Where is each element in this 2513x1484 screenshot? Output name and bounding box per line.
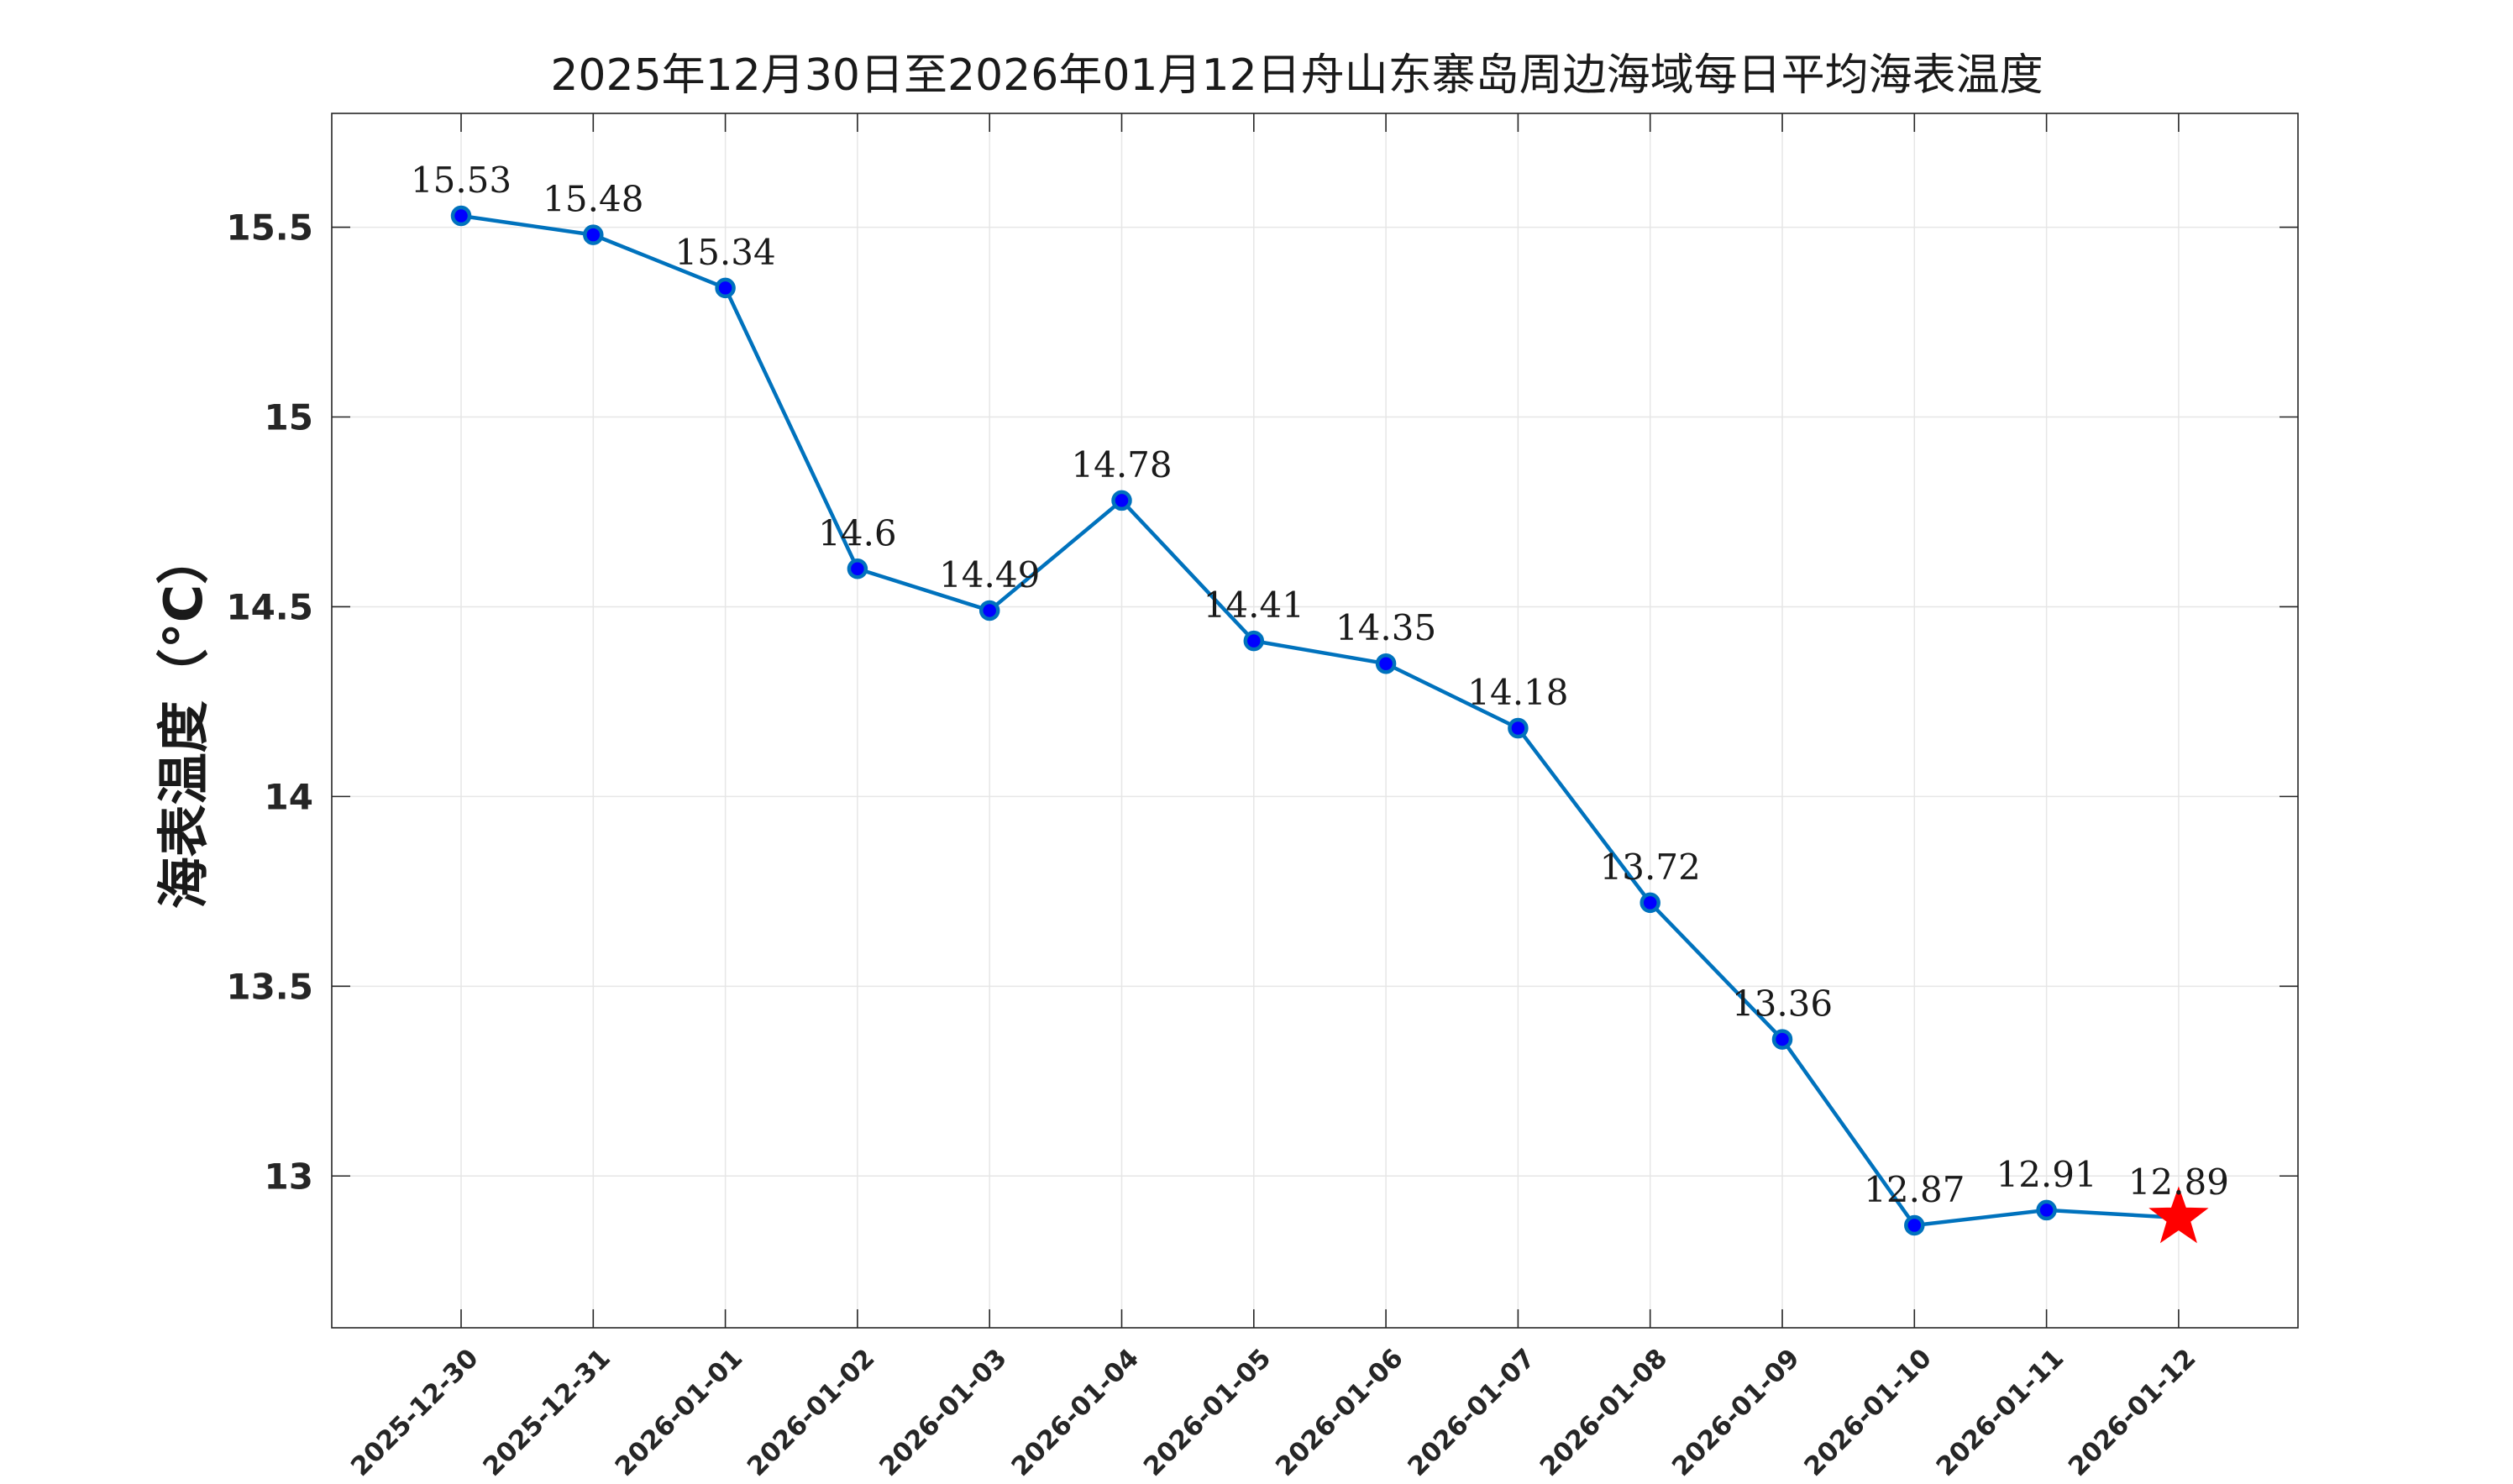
- highlight-star-marker: [2148, 1186, 2209, 1244]
- data-label: 12.87: [1864, 1169, 1965, 1210]
- data-label: 15.48: [543, 179, 643, 220]
- data-label: 14.41: [1204, 585, 1304, 626]
- x-tick-label: 2025-12-31: [477, 1343, 616, 1482]
- data-label: 13.36: [1732, 983, 1833, 1025]
- x-tick-label: 2025-12-30: [345, 1343, 485, 1482]
- grid: [332, 113, 2298, 1328]
- y-axis-label: 海表温度（°C）: [153, 532, 214, 910]
- series-line: [460, 213, 2180, 1228]
- data-point: [1904, 1214, 1925, 1236]
- data-point: [1243, 630, 1265, 652]
- data-label: 14.18: [1467, 672, 1568, 713]
- x-tick-label: 2026-01-03: [874, 1343, 1013, 1482]
- data-point: [1639, 892, 1660, 914]
- plot-area: [331, 113, 2299, 1329]
- x-tick-label: 2026-01-12: [2063, 1343, 2202, 1482]
- y-tick-label: 14.5: [226, 586, 313, 627]
- x-tick-label: 2026-01-09: [1666, 1343, 1806, 1482]
- x-tick-label: 2026-01-11: [1931, 1343, 2070, 1482]
- x-tick-label: 2026-01-07: [1402, 1343, 1541, 1482]
- data-point: [1111, 490, 1132, 511]
- data-point: [978, 600, 1000, 621]
- data-label: 14.78: [1071, 444, 1172, 485]
- data-label: 13.72: [1600, 847, 1701, 888]
- data-point: [2036, 1199, 2057, 1221]
- data-label: 12.91: [1996, 1154, 2096, 1195]
- data-point: [583, 224, 604, 245]
- data-labels: 15.53 15.48 15.34 14.6 14.49 14.78 14.41 14.35 1…: [411, 160, 2229, 1210]
- data-point: [715, 277, 736, 299]
- data-point: [1771, 1029, 1793, 1050]
- data-point: [847, 558, 868, 579]
- y-tick-label: 15.5: [226, 207, 313, 249]
- data-label: 12.89: [2128, 1162, 2229, 1203]
- x-tick-label: 2026-01-10: [1798, 1343, 1938, 1482]
- data-point: [1375, 653, 1397, 674]
- ticks: [332, 113, 2298, 1328]
- x-tick-label: 2026-01-04: [1005, 1343, 1145, 1482]
- x-tick-label: 2026-01-02: [742, 1343, 881, 1482]
- y-tick-label: 13.5: [226, 966, 313, 1007]
- data-label: 15.53: [411, 160, 512, 201]
- y-tick-label: 14: [265, 776, 313, 817]
- x-tick-label: 2026-01-01: [610, 1343, 749, 1482]
- x-tick-labels: 2025-12-302025-12-312026-01-012026-01-02…: [345, 1343, 2202, 1482]
- data-point: [450, 205, 472, 227]
- data-label: 15.34: [674, 232, 775, 273]
- x-tick-label: 2026-01-06: [1270, 1343, 1409, 1482]
- data-label: 14.49: [939, 554, 1040, 595]
- data-label: 14.6: [818, 512, 897, 553]
- data-point: [1508, 717, 1529, 739]
- chart-title: 2025年12月30日至2026年01月12日舟山东寨岛周边海域每日平均海表温度: [550, 50, 2043, 101]
- y-tick-label: 13: [265, 1156, 313, 1197]
- y-tick-labels: 13 13.5 14 14.5 15 15.5: [226, 207, 313, 1198]
- y-tick-label: 15: [265, 397, 313, 438]
- series: [450, 205, 2209, 1244]
- x-tick-label: 2026-01-08: [1535, 1343, 1674, 1482]
- data-label: 14.35: [1335, 607, 1436, 648]
- x-tick-label: 2026-01-05: [1138, 1343, 1277, 1482]
